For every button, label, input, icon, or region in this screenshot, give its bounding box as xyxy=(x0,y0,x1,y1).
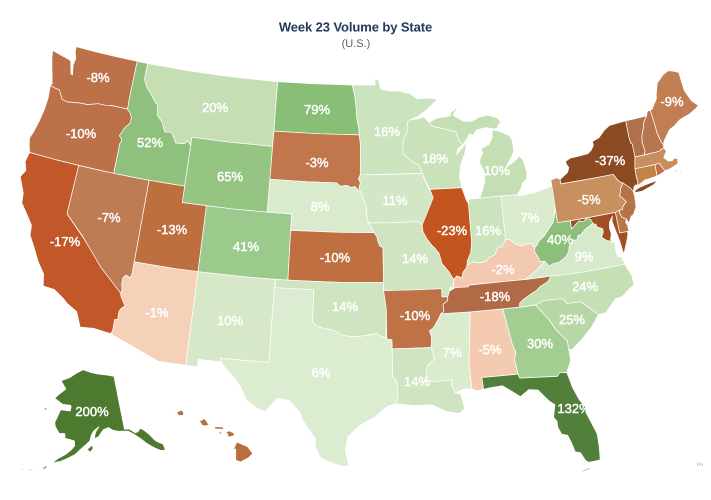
svg-text:41%: 41% xyxy=(233,239,259,254)
svg-text:-18%: -18% xyxy=(480,289,511,304)
svg-text:10%: 10% xyxy=(217,313,243,328)
svg-text:8%: 8% xyxy=(311,199,330,214)
svg-text:16%: 16% xyxy=(475,223,501,238)
svg-text:-17%: -17% xyxy=(50,234,81,249)
svg-text:20%: 20% xyxy=(202,100,228,115)
svg-text:-5%: -5% xyxy=(478,342,502,357)
svg-text:7%: 7% xyxy=(443,345,462,360)
svg-text:132%: 132% xyxy=(557,401,591,416)
svg-text:14%: 14% xyxy=(402,251,428,266)
svg-text:-13%: -13% xyxy=(157,222,188,237)
svg-text:-2%: -2% xyxy=(491,262,515,277)
svg-text:Week 23 Volume by State: Week 23 Volume by State xyxy=(279,20,432,35)
svg-text:25%: 25% xyxy=(559,312,585,327)
svg-text:-3%: -3% xyxy=(305,155,329,170)
svg-text:-7%: -7% xyxy=(97,210,121,225)
svg-text:6%: 6% xyxy=(312,365,331,380)
svg-text:16%: 16% xyxy=(374,124,400,139)
svg-text:14%: 14% xyxy=(404,374,430,389)
svg-text:200%: 200% xyxy=(75,404,109,419)
svg-text:Po: Po xyxy=(697,462,703,468)
svg-text:24%: 24% xyxy=(572,279,598,294)
svg-text:-10%: -10% xyxy=(320,250,351,265)
svg-text:-10%: -10% xyxy=(66,126,97,141)
svg-text:79%: 79% xyxy=(304,102,330,117)
svg-text:65%: 65% xyxy=(217,169,243,184)
svg-text:-8%: -8% xyxy=(86,70,110,85)
svg-text:14%: 14% xyxy=(332,299,358,314)
svg-text:-37%: -37% xyxy=(595,153,626,168)
svg-text:-10%: -10% xyxy=(400,308,431,323)
svg-text:10%: 10% xyxy=(484,163,510,178)
svg-text:-1%: -1% xyxy=(145,305,169,320)
svg-text:(U.S.): (U.S.) xyxy=(342,38,371,50)
svg-text:11%: 11% xyxy=(382,193,407,208)
svg-text:18%: 18% xyxy=(422,151,448,166)
svg-text:-9%: -9% xyxy=(660,94,684,109)
svg-text:-5%: -5% xyxy=(577,192,601,207)
svg-text:-23%: -23% xyxy=(437,223,468,238)
svg-text:30%: 30% xyxy=(527,336,553,351)
svg-text:7%: 7% xyxy=(521,210,540,225)
svg-text:40%: 40% xyxy=(547,232,573,247)
svg-text:52%: 52% xyxy=(137,135,163,150)
svg-text:9%: 9% xyxy=(575,249,594,264)
